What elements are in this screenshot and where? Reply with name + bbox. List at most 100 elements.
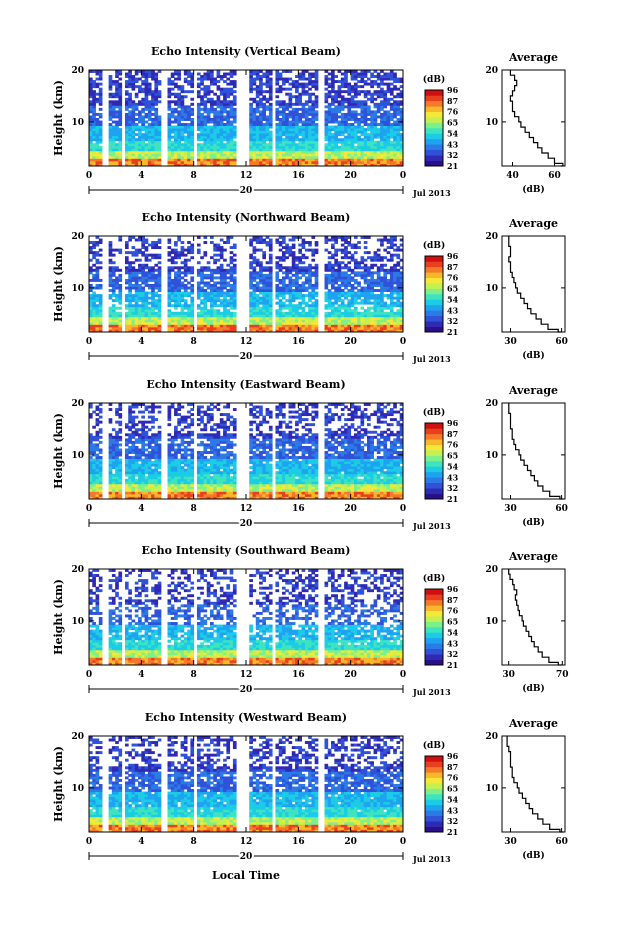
heatmap-cell (386, 87, 391, 91)
heatmap-cell (249, 301, 253, 305)
heatmap-cell (298, 271, 302, 275)
heatmap-cell (396, 309, 401, 313)
heatmap-cell (255, 311, 260, 315)
heatmap-cell (393, 123, 397, 126)
heatmap-cell (138, 304, 142, 308)
heatmap-cell (389, 97, 394, 101)
heatmap-cell (288, 294, 293, 298)
heatmap-cell (252, 321, 257, 325)
heatmap-cell (380, 95, 384, 99)
heatmap-cell (370, 326, 374, 330)
heatmap-cell (210, 299, 214, 303)
heatmap-cell (268, 243, 273, 247)
heatmap-cell (154, 148, 159, 152)
heatmap-cell (128, 261, 132, 265)
heatmap-cell (347, 135, 352, 139)
heatmap-cell (291, 112, 296, 116)
heatmap-cell (389, 102, 394, 106)
heatmap-cell (118, 248, 123, 252)
heatmap-cell (259, 153, 263, 157)
heatmap-cell (89, 138, 93, 142)
heatmap-cell (357, 266, 361, 270)
heatmap-cell (190, 321, 195, 325)
heatmap-cell (232, 155, 237, 159)
heatmap-cell (141, 281, 145, 285)
heatmap-cell (259, 321, 263, 325)
heatmap-cell (380, 160, 384, 164)
heatmap-cell (108, 102, 113, 106)
heatmap-cell (128, 138, 132, 142)
heatmap-cell (255, 77, 260, 81)
heatmap-cell (275, 135, 280, 139)
heatmap-cell (285, 251, 289, 255)
heatmap-cell (229, 296, 234, 300)
heatmap-cell (210, 143, 214, 147)
heatmap-cell (383, 92, 388, 96)
heatmap-cell (281, 158, 286, 162)
heatmap-cell (308, 294, 312, 298)
heatmap-cell (363, 241, 368, 244)
heatmap-cell (389, 253, 394, 257)
heatmap-cell (115, 321, 119, 325)
heatmap-cell (98, 238, 103, 242)
heatmap-cell (226, 291, 231, 295)
heatmap-cell (141, 72, 145, 76)
heatmap-cell (291, 110, 296, 114)
heatmap-cell (232, 143, 237, 147)
heatmap-cell (334, 112, 338, 116)
heatmap-cell (295, 148, 299, 152)
heatmap-cell (183, 301, 188, 305)
heatmap-cell (268, 102, 273, 106)
heatmap-cell (265, 309, 270, 313)
heatmap-cell (347, 241, 352, 244)
heatmap-cell (249, 321, 253, 325)
heatmap-cell (376, 299, 381, 303)
heatmap-cell (386, 143, 391, 147)
heatmap-cell (216, 276, 221, 280)
heatmap-cell (337, 115, 342, 119)
heatmap-cell (301, 123, 306, 126)
heatmap-cell (278, 316, 283, 320)
heatmap-cell (268, 321, 273, 325)
heatmap-cell (376, 160, 381, 164)
heatmap-cell (177, 92, 181, 96)
heatmap-cell (353, 158, 358, 162)
heatmap-cell (200, 123, 204, 126)
heatmap-cell (268, 133, 273, 137)
heatmap-cell (232, 118, 237, 121)
heatmap-cell (174, 301, 178, 305)
heatmap-cell (252, 130, 257, 134)
heatmap-cell (180, 150, 185, 154)
heatmap-cell (255, 248, 260, 252)
heatmap-cell (183, 138, 188, 142)
heatmap-cell (337, 296, 342, 300)
heatmap-cell (200, 107, 204, 111)
heatmap-cell (196, 128, 201, 132)
heatmap-cell (298, 311, 302, 315)
heatmap-cell (131, 273, 136, 277)
heatmap-cell (393, 77, 397, 81)
heatmap-cell (399, 289, 404, 292)
heatmap-cell (347, 309, 352, 313)
heatmap-cell (334, 258, 338, 262)
heatmap-cell (223, 329, 227, 333)
heatmap-cell (111, 326, 116, 330)
heatmap-cell (347, 306, 352, 310)
heatmap-cell (331, 110, 335, 114)
heatmap-cell (373, 102, 378, 106)
heatmap-cell (147, 273, 152, 277)
heatmap-cell (340, 150, 345, 154)
heatmap-cell (344, 128, 348, 132)
heatmap-cell (376, 316, 381, 320)
heatmap-cell (89, 115, 93, 119)
heatmap-cell (177, 105, 181, 109)
heatmap-cell (347, 276, 352, 280)
heatmap-cell (353, 77, 358, 81)
heatmap-cell (92, 278, 96, 282)
heatmap-cell (108, 145, 113, 149)
heatmap-cell (298, 72, 302, 76)
heatmap-cell (206, 268, 211, 272)
heatmap-cell (324, 70, 329, 73)
heatmap-cell (134, 326, 139, 330)
heatmap-cell (177, 314, 181, 318)
